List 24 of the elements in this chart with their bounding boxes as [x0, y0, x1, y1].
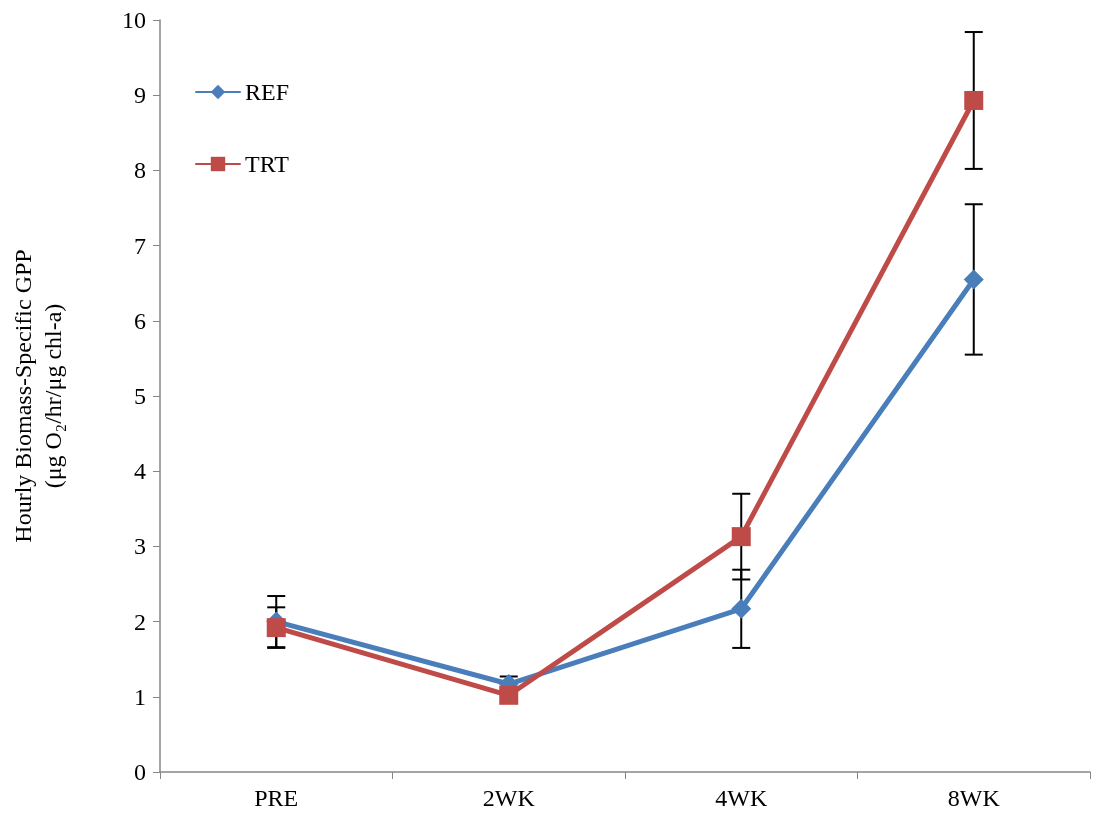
y-tick-label: 7	[134, 232, 146, 259]
point	[964, 90, 984, 110]
point	[731, 598, 752, 619]
y-tick-label: 1	[134, 683, 146, 710]
y-tick-label: 3	[134, 533, 146, 560]
legend-label: TRT	[245, 151, 290, 177]
legend-label: REF	[245, 79, 290, 105]
y-tick-label: 10	[122, 7, 146, 33]
point	[731, 527, 751, 547]
y-tick-label: 6	[134, 307, 146, 334]
y-axis-title: Hourly Biomass-Specific GPP (μg O₂/hr/μg chl-a)	[10, 249, 66, 543]
point	[499, 685, 519, 705]
x-tick-label: 4WK	[715, 785, 768, 811]
x-tick-label: PRE	[254, 785, 299, 811]
y-tick-label: 2	[134, 608, 146, 635]
point	[266, 618, 286, 638]
y-tick-label: 0	[134, 759, 146, 785]
y-tick-label: 4	[134, 458, 146, 485]
x-tick-label: 2WK	[482, 785, 536, 811]
y-tick-label: 5	[134, 383, 146, 409]
y-tick-label: 8	[134, 157, 146, 184]
point	[963, 269, 984, 290]
y-tick-label: 9	[134, 82, 146, 109]
x-tick-label: 8WK	[947, 785, 1001, 811]
